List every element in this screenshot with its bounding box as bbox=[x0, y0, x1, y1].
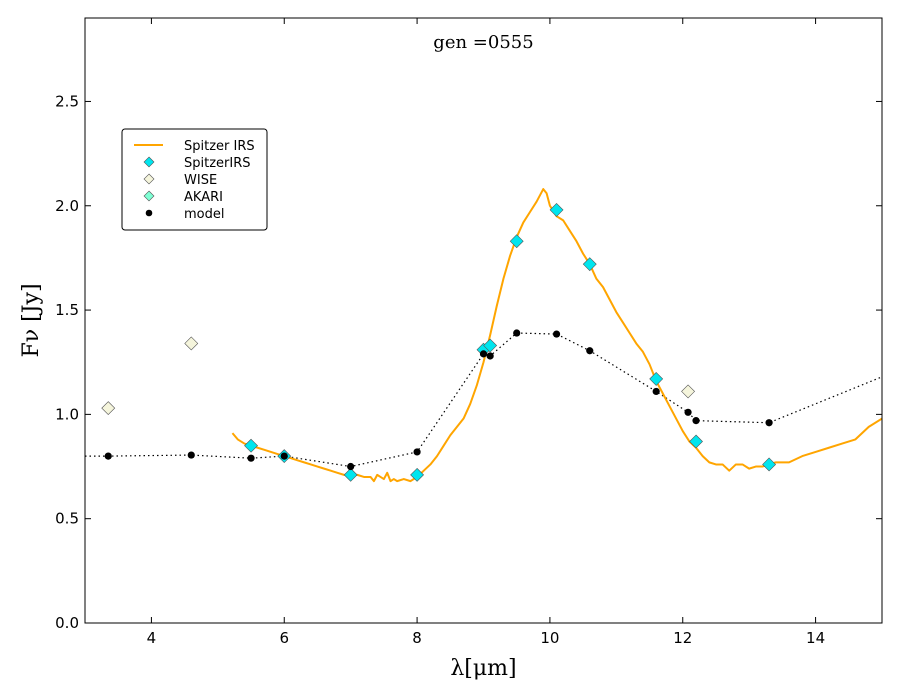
model-point bbox=[413, 448, 421, 456]
legend-box bbox=[121, 128, 268, 231]
spitzer-irs-spectrum-line bbox=[231, 188, 882, 483]
spitzerirs-point bbox=[483, 338, 498, 353]
legend-marker-dot bbox=[145, 209, 153, 217]
legend-label: WISE bbox=[184, 173, 217, 188]
model-point bbox=[652, 387, 660, 396]
model-point bbox=[479, 350, 488, 358]
spitzerirs-point bbox=[762, 457, 777, 472]
model-point bbox=[247, 454, 255, 462]
x-tick-label: 12 bbox=[673, 629, 692, 647]
x-tick-label: 14 bbox=[806, 629, 825, 647]
wise-point bbox=[681, 384, 695, 399]
wise-point bbox=[184, 336, 199, 351]
model-point bbox=[586, 347, 594, 355]
spitzerirs-point bbox=[509, 234, 524, 249]
model-point bbox=[692, 417, 700, 425]
model-point bbox=[104, 452, 112, 460]
spitzerirs-point bbox=[244, 438, 258, 453]
legend-label: SpitzerIRS bbox=[184, 156, 251, 171]
model-point bbox=[552, 330, 561, 338]
spitzerirs-point bbox=[549, 203, 564, 217]
x-tick-label: 6 bbox=[279, 629, 289, 647]
spitzerirs-point bbox=[410, 467, 425, 482]
plot-frame bbox=[84, 17, 883, 624]
legend-marker-diamond bbox=[143, 156, 155, 168]
y-axis-label: Fν [Jy] bbox=[19, 283, 44, 357]
x-tick-label: 8 bbox=[412, 629, 422, 647]
x-axis-label: λ[μm] bbox=[450, 656, 516, 681]
y-tick-label: 1.5 bbox=[55, 301, 79, 319]
y-tick-label: 0.0 bbox=[55, 614, 79, 632]
spitzerirs-point bbox=[343, 467, 358, 482]
y-tick-label: 2.5 bbox=[55, 92, 79, 110]
model-point bbox=[486, 352, 494, 360]
model-point bbox=[765, 419, 773, 427]
spitzerirs-point bbox=[582, 257, 597, 272]
legend-label: model bbox=[184, 207, 224, 222]
legend: Spitzer IRS SpitzerIRS WISE AKARI model bbox=[121, 128, 268, 231]
model-point bbox=[347, 462, 355, 471]
y-tick-label: 0.5 bbox=[55, 510, 79, 528]
legend-marker-diamond bbox=[143, 173, 155, 185]
chart-title: gen =0555 bbox=[433, 32, 533, 53]
y-tick-label: 1.0 bbox=[55, 405, 79, 423]
x-tick-label: 4 bbox=[147, 629, 157, 647]
model-point bbox=[684, 408, 692, 416]
model-point bbox=[280, 452, 288, 460]
model-point bbox=[513, 329, 521, 337]
wise-point bbox=[101, 401, 116, 416]
spitzerirs-point bbox=[649, 371, 664, 386]
spitzerirs-point bbox=[689, 434, 703, 449]
x-tick-label: 10 bbox=[540, 629, 559, 647]
legend-label: Spitzer IRS bbox=[184, 139, 255, 154]
model-point bbox=[187, 451, 195, 459]
legend-label: AKARI bbox=[184, 190, 223, 205]
legend-marker-diamond bbox=[143, 190, 155, 202]
y-tick-label: 2.0 bbox=[55, 197, 79, 215]
